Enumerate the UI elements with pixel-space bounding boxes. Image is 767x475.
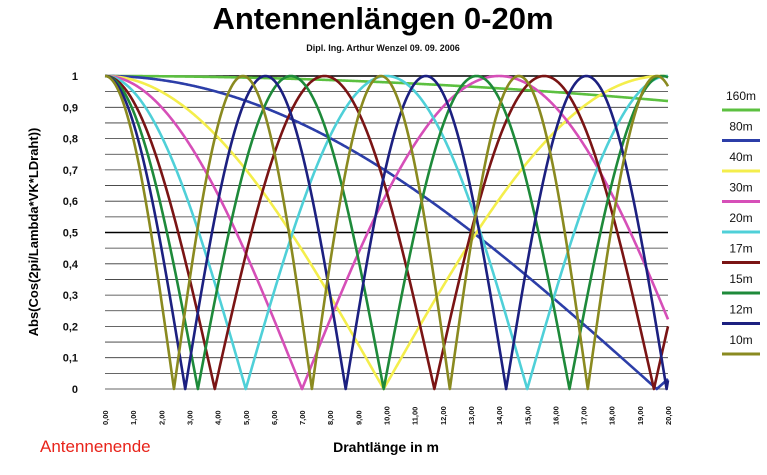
x-tick-label: 16,00: [551, 406, 560, 425]
legend-label: 15m: [729, 272, 752, 286]
y-tick-label: 0,6: [63, 196, 78, 208]
y-tick-label: 0,8: [63, 134, 78, 146]
x-tick-label: 1,00: [129, 410, 138, 425]
x-tick-label: 2,00: [157, 410, 166, 425]
x-tick-label: 17,00: [580, 406, 589, 425]
x-axis-ticks: 0,00 1,00 2,00 3,00 4,00 5,00 6,00 7,00 8,00 9,00…: [101, 406, 673, 425]
series-line-40m: [104, 74, 669, 391]
y-axis-ticks: 1 0,9 0,8 0,7 0,6 0,5 0,4 0,3 0,2 0,1 0: [63, 71, 79, 396]
x-tick-label: 14,00: [495, 406, 504, 425]
chart-subtitle: Dipl. Ing. Arthur Wenzel 09. 09. 2006: [306, 43, 460, 53]
y-tick-label: 0,3: [63, 290, 78, 302]
series-line-12m: [104, 74, 670, 391]
x-tick-label: 10,00: [383, 406, 392, 425]
legend-label: 30m: [729, 181, 752, 195]
y-tick-label: 0,2: [63, 321, 78, 333]
legend: 160m 80m 40m 30m 20m 17m 15m 12m 10m: [722, 89, 760, 356]
y-tick-label: 0,7: [63, 165, 78, 177]
x-tick-label: 19,00: [636, 406, 645, 425]
x-tick-label: 9,00: [354, 410, 363, 425]
x-tick-label: 6,00: [270, 410, 279, 425]
series-line-17m: [104, 74, 670, 391]
series-line-20m: [104, 74, 669, 391]
legend-label: 40m: [729, 150, 752, 164]
series-line-10m: [104, 74, 670, 391]
legend-label: 17m: [729, 242, 752, 256]
x-tick-label: 0,00: [101, 410, 110, 425]
x-tick-label: 11,00: [411, 407, 420, 425]
antennenende-label: Antennenende: [40, 437, 151, 456]
y-tick-label: 0,9: [63, 102, 78, 114]
x-tick-label: 8,00: [326, 410, 335, 425]
x-tick-label: 3,00: [185, 410, 194, 425]
chart-title: Antennenlängen 0-20m: [212, 1, 553, 36]
series-line-160m: [104, 74, 669, 103]
legend-label: 160m: [726, 89, 756, 103]
y-tick-label: 0,4: [63, 259, 79, 271]
x-tick-label: 20,00: [664, 406, 673, 425]
x-tick-label: 12,00: [439, 406, 448, 425]
series-line-80m: [104, 74, 669, 391]
legend-label: 80m: [729, 120, 752, 134]
y-tick-label: 1: [72, 71, 78, 83]
x-tick-label: 7,00: [298, 410, 307, 425]
legend-label: 10m: [729, 333, 752, 347]
x-axis-label: Drahtlänge in m: [333, 439, 439, 455]
y-tick-label: 0,1: [63, 353, 78, 365]
y-tick-label: 0,5: [63, 228, 78, 240]
series-line-15m: [104, 74, 669, 391]
legend-label: 20m: [729, 211, 752, 225]
x-tick-label: 5,00: [242, 410, 251, 425]
plot-area: [104, 74, 670, 391]
y-tick-label: 0: [72, 384, 78, 396]
legend-label: 12m: [729, 303, 752, 317]
x-tick-label: 15,00: [523, 406, 532, 425]
x-tick-label: 18,00: [608, 406, 617, 425]
x-tick-label: 4,00: [214, 410, 223, 425]
y-axis-label: Abs(Cos(2pi/Lambda*VK*LDraht)): [26, 128, 41, 337]
x-tick-label: 13,00: [467, 406, 476, 425]
